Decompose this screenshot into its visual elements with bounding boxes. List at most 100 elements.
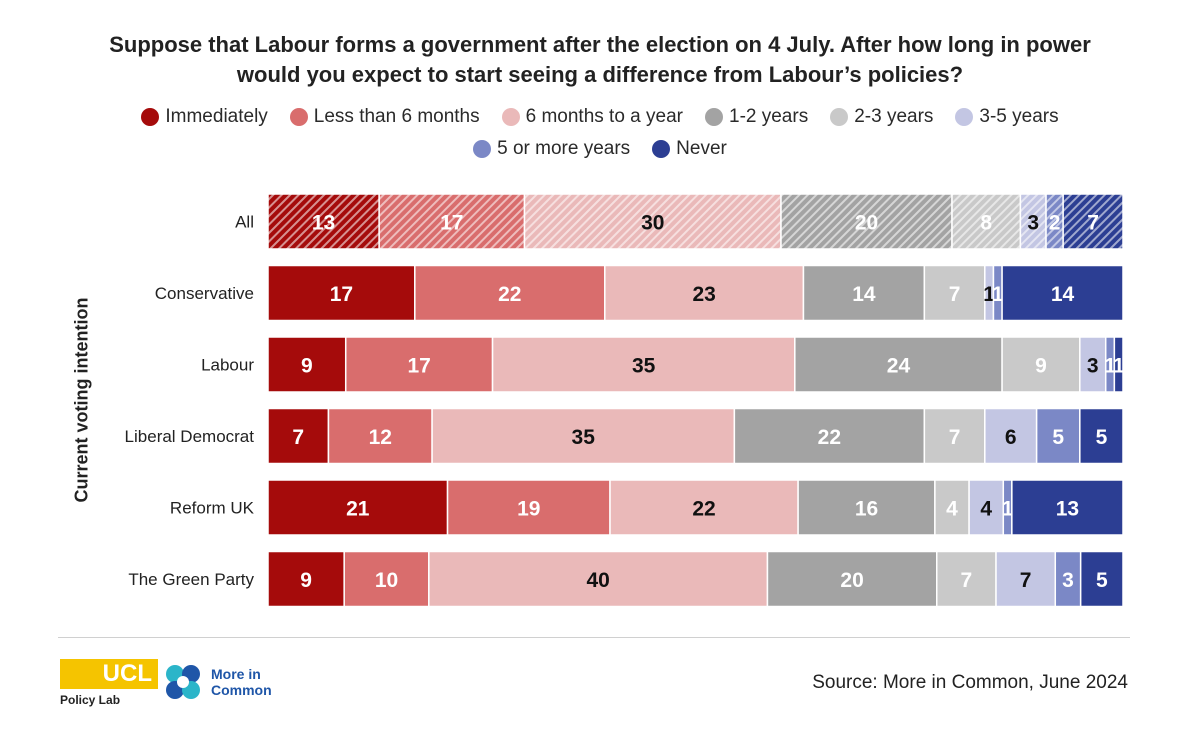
legend-swatch-less-than-6-months	[289, 108, 308, 126]
data-label-liberal-democrat-1-2-years: 22	[818, 426, 841, 449]
data-label-labour-2-3-years: 9	[1035, 355, 1047, 378]
bar-labour-never	[1113, 336, 1124, 393]
data-label-all-never: 7	[1087, 212, 1099, 235]
category-label-all: All	[235, 213, 254, 232]
data-label-all-immediately: 13	[312, 212, 335, 235]
bar-the-green-party-5-or-more-years	[1054, 550, 1082, 608]
data-label-reform-uk-5-or-more-years: 1	[1002, 498, 1014, 521]
data-label-conservative-5-or-more-years: 1	[992, 283, 1004, 306]
legend-item-3-5-years: 3-5 years	[955, 105, 1059, 129]
legend-label-2-3-years: 2-3 years	[854, 106, 934, 127]
bar-labour-immediately	[267, 336, 347, 393]
bar-liberal-democrat-never	[1079, 407, 1124, 465]
legend-swatch-3-5-years	[955, 108, 974, 126]
bar-liberal-democrat-2-3-years	[923, 407, 986, 465]
legend-label-immediately: Immediately	[165, 106, 268, 127]
bar-all-3-5-years	[1019, 193, 1047, 250]
bar-labour-1-2-years	[794, 336, 1003, 393]
bar-reform-uk-less-than-6-months	[446, 479, 611, 536]
bar-all-2-3-years	[951, 193, 1022, 250]
data-label-the-green-party-5-or-more-years: 3	[1062, 569, 1074, 592]
data-label-liberal-democrat-less-than-6-months: 12	[369, 426, 392, 449]
bar-liberal-democrat-5-or-more-years	[1035, 407, 1081, 465]
mic-line-2: Common	[211, 682, 272, 698]
bar-conservative-never	[1001, 264, 1124, 322]
data-label-conservative-2-3-years: 7	[949, 283, 961, 306]
data-label-reform-uk-never: 13	[1056, 498, 1079, 521]
category-label-reform-uk: Reform UK	[170, 499, 255, 518]
data-label-all-6-months-to-a-year: 30	[641, 212, 664, 235]
bar-all-never	[1062, 193, 1124, 250]
data-label-liberal-democrat-never: 5	[1096, 426, 1108, 449]
data-label-all-2-3-years: 8	[980, 212, 992, 235]
data-label-liberal-democrat-2-3-years: 7	[949, 426, 961, 449]
data-label-conservative-immediately: 17	[330, 283, 353, 306]
data-label-labour-never: 1	[1113, 355, 1125, 378]
data-label-conservative-1-2-years: 14	[852, 283, 876, 306]
data-label-the-green-party-less-than-6-months: 10	[375, 569, 398, 592]
data-label-reform-uk-6-months-to-a-year: 22	[692, 498, 715, 521]
data-label-labour-less-than-6-months: 17	[407, 355, 430, 378]
data-label-labour-5-or-more-years: 1	[1104, 355, 1116, 378]
legend-item-less-than-6-months: Less than 6 months	[289, 105, 480, 129]
data-label-reform-uk-immediately: 21	[346, 498, 370, 521]
bar-the-green-party-3-5-years	[995, 550, 1057, 608]
bar-the-green-party-less-than-6-months	[343, 550, 430, 608]
legend-item-5-or-more-years: 5 or more years	[473, 137, 630, 161]
data-label-labour-6-months-to-a-year: 35	[632, 355, 656, 378]
data-label-the-green-party-never: 5	[1096, 569, 1108, 592]
ucl-logo-text: UCL	[102, 660, 152, 687]
chart-title-line-2: would you expect to start seeing a diffe…	[236, 62, 964, 87]
bar-labour-less-than-6-months	[344, 336, 494, 393]
data-label-the-green-party-6-months-to-a-year: 40	[586, 569, 609, 592]
legend-item-6-months-to-a-year: 6 months to a year	[501, 105, 683, 129]
data-label-labour-3-5-years: 3	[1087, 355, 1099, 378]
bar-conservative-immediately	[267, 264, 416, 322]
bar-liberal-democrat-3-5-years	[984, 407, 1038, 465]
bar-the-green-party-1-2-years	[766, 550, 938, 608]
data-label-conservative-less-than-6-months: 22	[498, 283, 521, 306]
bar-reform-uk-immediately	[267, 479, 449, 536]
data-label-reform-uk-less-than-6-months: 19	[517, 498, 540, 521]
footer-divider	[58, 637, 1130, 638]
data-label-liberal-democrat-immediately: 7	[292, 426, 304, 449]
data-label-all-5-or-more-years: 2	[1049, 212, 1061, 235]
bar-the-green-party-2-3-years	[936, 550, 997, 608]
category-label-conservative: Conservative	[155, 284, 254, 303]
legend-item-never: Never	[652, 137, 727, 161]
legend-swatch-never	[652, 140, 671, 158]
bar-reform-uk-never	[1011, 479, 1124, 536]
data-label-labour-1-2-years: 24	[887, 355, 911, 378]
legend-label-less-than-6-months: Less than 6 months	[313, 106, 480, 127]
data-label-conservative-6-months-to-a-year: 23	[692, 283, 715, 306]
legend-item-immediately: Immediately	[141, 105, 268, 129]
data-label-liberal-democrat-3-5-years: 6	[1005, 426, 1017, 449]
bar-conservative-2-3-years	[923, 264, 986, 322]
chart-title-line-1: Suppose that Labour forms a government a…	[109, 32, 1091, 57]
bar-all-1-2-years	[780, 193, 953, 250]
legend-swatch-6-months-to-a-year	[501, 108, 520, 126]
bar-labour-3-5-years	[1079, 336, 1107, 393]
bar-reform-uk-3-5-years	[968, 479, 1005, 536]
legend-swatch-1-2-years	[705, 108, 723, 126]
policy-lab-label: Policy Lab	[60, 693, 121, 707]
bar-reform-uk-2-3-years	[934, 479, 970, 536]
bar-conservative-6-months-to-a-year	[604, 264, 805, 322]
legend-label-3-5-years: 3-5 years	[979, 106, 1059, 127]
category-label-the-green-party: The Green Party	[128, 570, 254, 589]
bar-conservative-less-than-6-months	[414, 264, 606, 322]
data-label-conservative-3-5-years: 1	[983, 283, 995, 306]
bar-liberal-democrat-immediately	[267, 407, 330, 465]
bar-all-less-than-6-months	[378, 193, 526, 250]
legend-item-2-3-years: 2-3 years	[830, 105, 933, 129]
data-label-reform-uk-2-3-years: 4	[946, 498, 958, 521]
bar-reform-uk-1-2-years	[797, 479, 936, 536]
data-label-the-green-party-2-3-years: 7	[961, 569, 973, 592]
legend-label-5-or-more-years: 5 or more years	[497, 138, 631, 159]
data-label-all-1-2-years: 20	[855, 212, 878, 235]
bar-the-green-party-never	[1079, 550, 1124, 608]
legend-label-never: Never	[676, 138, 727, 159]
bar-the-green-party-6-months-to-a-year	[428, 550, 769, 608]
